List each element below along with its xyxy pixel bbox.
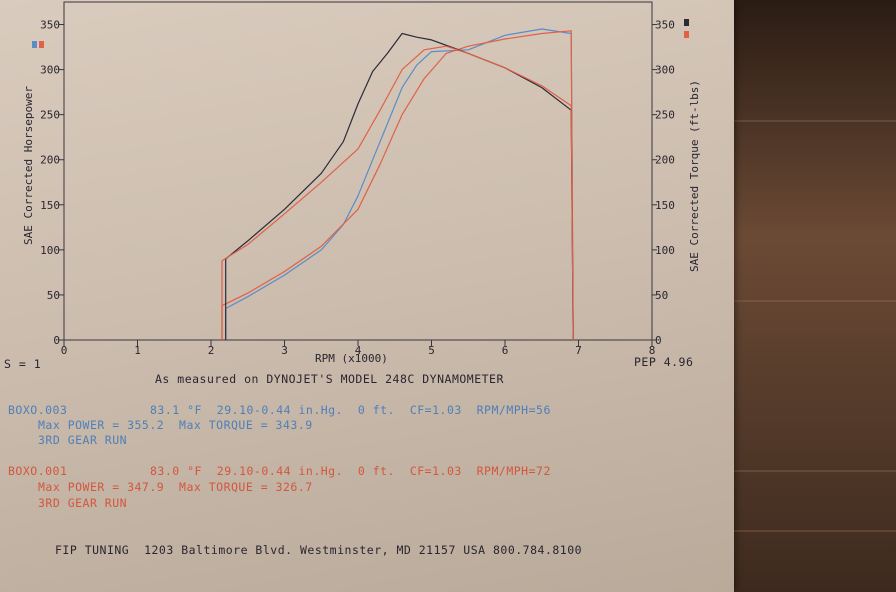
y-axis-label-right: SAE Corrected Torque (ft-lbs)	[688, 79, 701, 272]
scale-label: S = 1	[4, 357, 42, 371]
legend-dark-marker-right	[684, 19, 689, 26]
legend-red-marker-right	[684, 31, 689, 38]
y-tick-label-right: 150	[655, 199, 675, 212]
y-tick-label-right: 250	[655, 109, 675, 122]
dyno-sheet	[0, 0, 734, 592]
run1-file: BOXO.003	[8, 403, 68, 417]
plot-frame	[63, 1, 653, 341]
legend-blue-marker	[32, 41, 37, 48]
run2-gear: 3RD GEAR RUN	[38, 496, 128, 510]
series-line-torque-3	[221, 45, 574, 341]
run1-max: Max POWER = 355.2 Max TORQUE = 343.9	[38, 418, 313, 432]
shop-info: FIP TUNING 1203 Baltimore Blvd. Westmins…	[55, 543, 583, 557]
y-tick-label-left: 100	[40, 244, 60, 257]
run2-file: BOXO.001	[8, 464, 68, 478]
legend-red-marker	[39, 41, 44, 48]
x-tick-label: 8	[649, 344, 656, 357]
run1-gear: 3RD GEAR RUN	[38, 433, 128, 447]
series-line-torque-2	[225, 32, 574, 341]
series-line-power-1	[221, 30, 574, 341]
y-tick-label-right: 0	[655, 334, 662, 347]
y-tick-label-left: 250	[40, 109, 60, 122]
series-line-power-0	[225, 28, 574, 341]
run2-conditions: 83.0 °F 29.10-0.44 in.Hg. 0 ft. CF=1.03 …	[150, 464, 551, 478]
y-tick-label-left: 200	[40, 154, 60, 167]
y-tick-label-left: 150	[40, 199, 60, 212]
x-axis-label: RPM (x1000)	[315, 352, 388, 365]
measurement-note: As measured on DYNOJET'S MODEL 248C DYNA…	[155, 372, 504, 386]
x-tick-label: 6	[502, 344, 509, 357]
x-tick-label: 2	[208, 344, 215, 357]
y-axis-label-left: SAE Corrected Horsepower	[22, 86, 35, 245]
y-tick-label-left: 350	[40, 19, 60, 32]
y-tick-label-right: 350	[655, 19, 675, 32]
x-tick-label: 3	[281, 344, 288, 357]
run1-conditions: 83.1 °F 29.10-0.44 in.Hg. 0 ft. CF=1.03 …	[150, 403, 551, 417]
x-tick-label: 5	[428, 344, 435, 357]
y-tick-label-right: 300	[655, 64, 675, 77]
y-tick-label-left: 50	[47, 289, 60, 302]
y-tick-label-right: 50	[655, 289, 668, 302]
y-tick-label-right: 100	[655, 244, 675, 257]
y-tick-label-left: 0	[53, 334, 60, 347]
x-tick-label: 7	[575, 344, 582, 357]
y-tick-label-left: 300	[40, 64, 60, 77]
y-tick-label-right: 200	[655, 154, 675, 167]
x-tick-label: 1	[134, 344, 141, 357]
pep-label: PEP 4.96	[634, 355, 694, 369]
x-tick-label: 4	[355, 344, 362, 357]
run2-max: Max POWER = 347.9 Max TORQUE = 326.7	[38, 480, 313, 494]
x-tick-label: 0	[61, 344, 68, 357]
